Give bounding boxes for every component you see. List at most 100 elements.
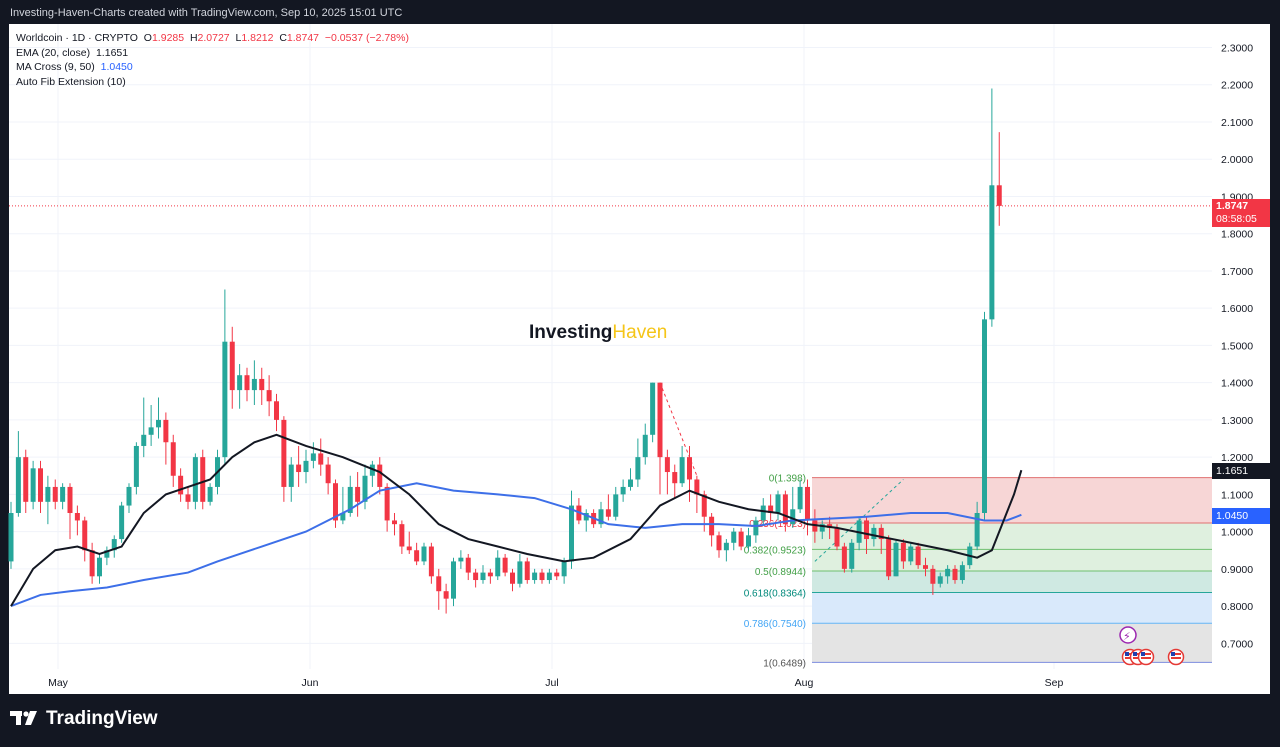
candle-body: [908, 546, 914, 562]
candle-body: [982, 319, 987, 513]
candle-body: [657, 382, 663, 458]
candle-body: [628, 479, 633, 487]
candle-body: [38, 468, 43, 502]
candle-body: [237, 375, 243, 391]
candle-body: [775, 494, 781, 513]
candle-body: [797, 486, 803, 510]
fib-level-label: 0.5(0.8944): [755, 567, 806, 578]
candle-body: [67, 486, 73, 513]
candle-body: [495, 557, 501, 577]
candle-body: [849, 542, 855, 569]
fib-zone: [812, 570, 1212, 593]
y-axis-tick-label: 1.4000: [1221, 378, 1253, 390]
fib-level-label: 1(0.6489): [763, 658, 806, 669]
candle-body: [569, 505, 574, 562]
x-axis-tick-label: May: [48, 677, 69, 689]
candle-body: [325, 464, 331, 484]
ma-cross-indicator-row[interactable]: MA Cross (9, 50) 1.0450: [16, 61, 133, 73]
candle-body: [15, 457, 21, 513]
y-axis-tick-label: 0.9000: [1221, 564, 1253, 576]
candle-body: [465, 557, 471, 573]
candle-body: [104, 550, 110, 558]
candle-body: [723, 542, 729, 551]
y-axis-tick-label: 1.0000: [1221, 527, 1253, 539]
candle-body: [546, 572, 552, 581]
flag-canton: [1125, 652, 1129, 656]
candle-body: [82, 520, 88, 551]
candle-body: [635, 457, 641, 480]
y-axis-tick-label: 2.2000: [1221, 80, 1253, 92]
candle-body: [959, 565, 965, 581]
candle-body: [517, 561, 523, 584]
candle-body: [539, 572, 545, 581]
candle-body: [310, 453, 316, 461]
candle-body: [8, 513, 14, 562]
candle-body: [163, 419, 169, 443]
candle-body: [937, 576, 943, 584]
symbol-ohlc-row[interactable]: Worldcoin · 1D · CRYPTO O1.9285 H2.0727 …: [16, 32, 409, 44]
candle-body: [945, 568, 951, 577]
candle-body: [111, 539, 117, 551]
candle-body: [333, 483, 338, 521]
candle-body: [266, 390, 272, 402]
candle-body: [296, 464, 302, 473]
candle-body: [74, 513, 80, 521]
candle-body: [502, 557, 508, 573]
candle-body: [996, 185, 1002, 206]
candle-body: [864, 520, 869, 540]
candle-body: [701, 494, 707, 517]
ema-price-label: 1.1651: [1212, 463, 1270, 479]
flag-stripe: [1171, 657, 1181, 659]
candle-body: [222, 341, 228, 458]
chart-legend: Worldcoin · 1D · CRYPTO O1.9285 H2.0727 …: [16, 31, 409, 89]
candle-body: [126, 486, 132, 506]
fib-level-label: 0.382(0.9523): [744, 545, 806, 556]
candle-body: [362, 475, 368, 502]
fib-indicator-row[interactable]: Auto Fib Extension (10): [16, 75, 126, 88]
y-axis-tick-label: 1.6000: [1221, 303, 1253, 315]
x-axis-tick-label: Jun: [302, 677, 319, 689]
fib-level-label: 0.786(0.7540): [744, 619, 806, 630]
ema-indicator-row[interactable]: EMA (20, close) 1.1651: [16, 46, 129, 59]
candle-body: [436, 576, 442, 592]
flag-stripe: [1141, 657, 1151, 659]
candle-body: [340, 513, 346, 521]
candle-body: [60, 486, 66, 502]
candle-body: [532, 572, 538, 581]
tradingview-logo[interactable]: TradingView: [10, 708, 158, 730]
candle-body: [251, 378, 257, 391]
candle-body: [782, 494, 788, 525]
y-axis-tick-label: 1.2000: [1221, 452, 1253, 464]
candle-body: [886, 539, 892, 577]
ma-cross-line: [10, 482, 1022, 608]
candle-body: [487, 572, 493, 577]
candle-body: [148, 427, 154, 435]
lightning-event-icon: [1119, 626, 1137, 644]
candle-body: [52, 486, 58, 502]
candle-body: [414, 550, 420, 562]
lightning-glyph: ⚡: [1123, 631, 1131, 643]
candle-body: [89, 550, 95, 577]
open-value: 1.9285: [151, 32, 185, 44]
candle-body: [384, 486, 390, 521]
candle-body: [790, 509, 796, 525]
candle-body: [355, 486, 361, 502]
symbol-name[interactable]: Worldcoin · 1D · CRYPTO: [16, 32, 138, 44]
candle-body: [664, 457, 670, 473]
candle-body: [480, 572, 486, 581]
candle-body: [170, 442, 176, 476]
candle-body: [178, 475, 184, 495]
candle-body: [841, 546, 847, 569]
candle-body: [709, 516, 715, 536]
candle-body: [274, 401, 279, 420]
candle-body: [318, 453, 324, 465]
candle-body: [923, 565, 928, 569]
candle-body: [23, 457, 29, 502]
candle-body: [672, 472, 678, 484]
flag-canton: [1171, 652, 1175, 656]
last-price-label: 1.8747 08:58:05: [1212, 199, 1270, 227]
ema-line: [10, 433, 1023, 607]
candle-body: [583, 513, 589, 521]
candle-body: [156, 419, 161, 428]
